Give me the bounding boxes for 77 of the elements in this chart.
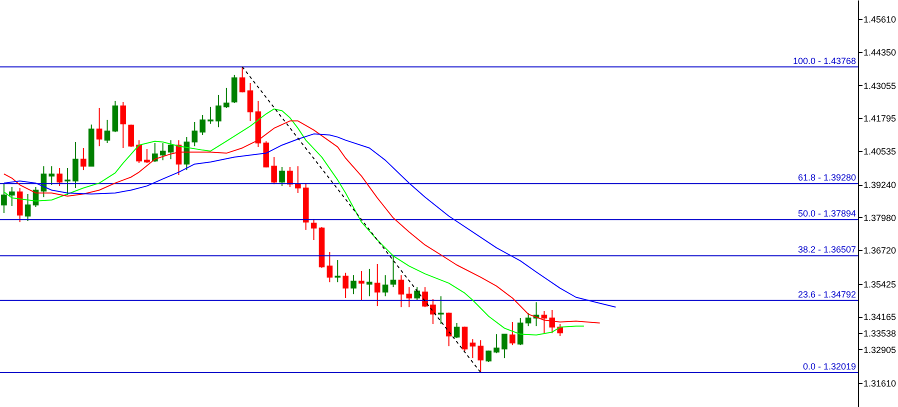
- candlestick: [168, 140, 174, 160]
- candlestick: [374, 263, 380, 307]
- candlestick: [16, 188, 23, 223]
- candlestick: [72, 141, 78, 189]
- candlestick: [406, 286, 412, 308]
- candlestick: [334, 260, 341, 283]
- candlestick: [48, 166, 55, 186]
- candlestick: [390, 254, 396, 288]
- candlestick: [462, 326, 468, 352]
- candlestick: [517, 318, 524, 346]
- y-tick-label: 1.44350: [864, 47, 896, 58]
- candlestick: [271, 156, 277, 185]
- candlestick: [358, 270, 364, 301]
- annotation: 50.0 - 1.37894: [798, 208, 856, 219]
- candlestick: [192, 121, 198, 147]
- candlestick: [200, 114, 206, 136]
- candlestick: [366, 268, 372, 297]
- candlestick: [510, 321, 516, 346]
- candlestick: [350, 274, 356, 295]
- candlestick: [104, 119, 110, 144]
- candlestick: [136, 140, 142, 164]
- candlestick: [342, 272, 348, 299]
- candlestick: [438, 296, 444, 325]
- annotation: 0.0 - 1.32019: [802, 361, 856, 372]
- candlestick: [208, 106, 214, 124]
- y-tick-label: 1.31610: [864, 378, 896, 389]
- candlestick: [398, 274, 404, 308]
- candlestick: [446, 312, 452, 347]
- candlestick: [382, 274, 388, 297]
- candlestick: [64, 168, 70, 196]
- candlestick: [128, 124, 134, 148]
- annotation: 100.0 - 1.43768: [792, 56, 856, 66]
- candlestick: [56, 168, 62, 186]
- y-tick-label: 1.32905: [864, 344, 896, 355]
- candlestick: [216, 94, 222, 128]
- annotation: 23.6 - 1.34792: [798, 289, 856, 300]
- y-tick-label: 1.43055: [864, 80, 896, 91]
- candlestick: [310, 218, 317, 241]
- candlestick: [326, 252, 333, 283]
- candlestick: [152, 142, 158, 163]
- candlestick: [144, 148, 150, 164]
- candlestick: [9, 186, 15, 206]
- candlestick: [160, 142, 166, 161]
- candlestick: [502, 334, 508, 359]
- candlestick: [120, 101, 126, 148]
- candlestick: [295, 166, 301, 194]
- candlestick: [454, 322, 460, 339]
- candlestick: [1, 182, 7, 214]
- candlestick: [96, 107, 102, 147]
- candlestick: [430, 298, 436, 325]
- candlestick: [24, 194, 31, 222]
- y-tick-label: 1.34165: [864, 312, 896, 322]
- annotation: 38.2 - 1.36507: [798, 244, 856, 255]
- candlestick: [263, 140, 270, 168]
- y-tick-label: 1.41795: [864, 114, 896, 124]
- y-tick-label: 1.37980: [864, 212, 896, 223]
- line-series: [3, 133, 616, 308]
- candlestick: [239, 66, 246, 93]
- candlestick: [422, 286, 428, 308]
- candlestick: [470, 338, 476, 359]
- candlestick: [80, 147, 86, 171]
- candlestick: [247, 82, 254, 122]
- candlestick: [224, 87, 230, 108]
- candlestick: [279, 166, 285, 186]
- y-tick-label: 1.36720: [864, 246, 896, 256]
- candlestick: [478, 340, 484, 373]
- candlestick: [494, 334, 500, 354]
- y-tick-label: 1.35425: [864, 279, 896, 290]
- candlestick: [287, 166, 293, 188]
- candlestick: [486, 350, 492, 363]
- annotation: 61.8 - 1.39280: [798, 172, 856, 183]
- y-tick-label: 1.33538: [864, 328, 896, 338]
- y-tick-label: 1.40535: [864, 146, 896, 156]
- y-tick-label: 1.39240: [864, 180, 896, 190]
- y-tick-label: 1.45610: [864, 14, 896, 24]
- candlestick: [525, 312, 532, 327]
- candlestick: [414, 286, 420, 301]
